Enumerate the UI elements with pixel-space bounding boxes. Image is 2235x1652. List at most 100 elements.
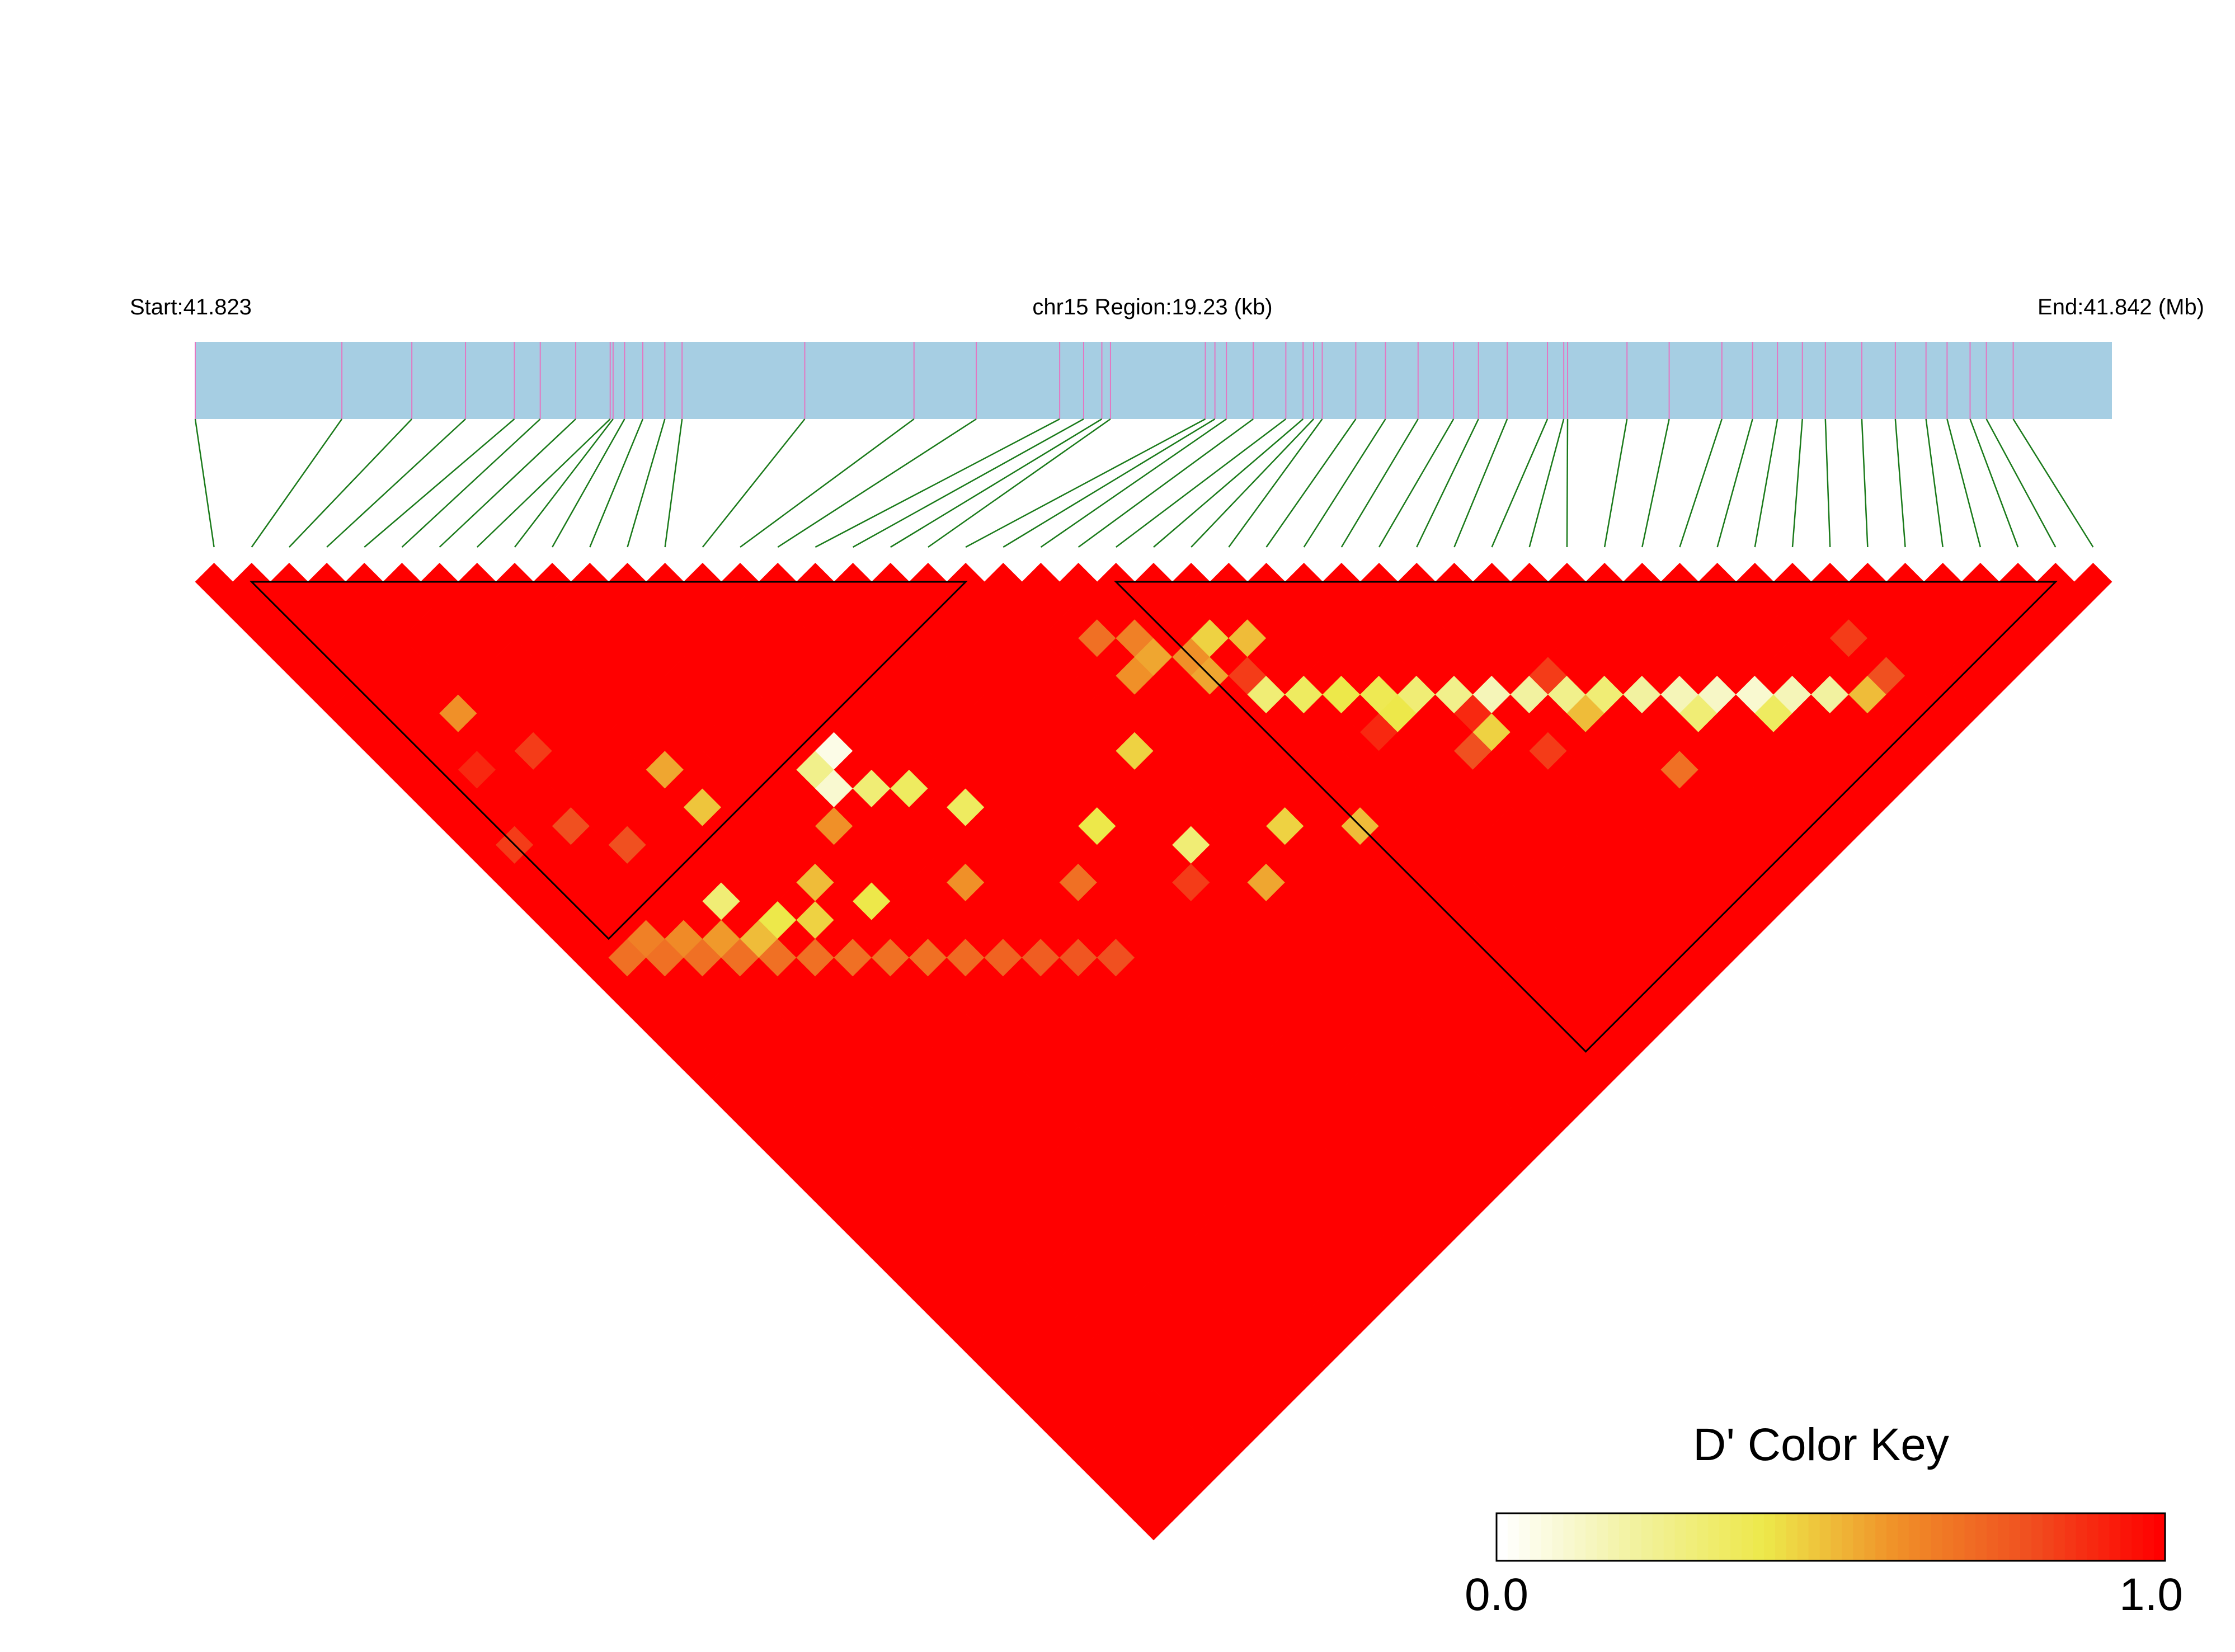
color-key-swatch [1652, 1513, 1664, 1561]
color-key-swatch [1518, 1513, 1531, 1561]
snp-connector [439, 418, 576, 548]
color-key-swatch [1541, 1513, 1553, 1561]
color-key-swatch [1819, 1513, 1832, 1561]
ld-cells [195, 562, 2112, 1541]
snp-connector [194, 418, 215, 548]
snp-connector [1969, 418, 2019, 548]
snp-connector [476, 418, 611, 548]
snp-connector [1791, 418, 1803, 548]
snp-connector-lines [194, 418, 2094, 548]
color-key-swatch [1674, 1513, 1687, 1561]
color-key-swatch [2020, 1513, 2032, 1561]
color-key-swatch [1753, 1513, 1765, 1561]
start-label: Start:41.823 [130, 295, 252, 319]
color-key-swatch [1942, 1513, 1954, 1561]
snp-connector [1265, 418, 1357, 548]
snp-connector [289, 418, 413, 548]
color-key-swatch [2087, 1513, 2099, 1561]
snp-connector [1641, 418, 1670, 548]
snp-connector [1340, 418, 1419, 548]
color-key-bar [1495, 1512, 2166, 1562]
snp-connector [1985, 418, 2057, 548]
snp-connector [740, 418, 915, 548]
snp-connector [326, 418, 466, 548]
snp-connector [1894, 418, 1906, 548]
snp-connector [2012, 418, 2094, 548]
snp-connector [1153, 418, 1304, 548]
color-key-swatch [1764, 1513, 1776, 1561]
haplotype-block [250, 581, 968, 940]
snp-connector [364, 418, 515, 548]
color-key-swatch [2076, 1513, 2088, 1561]
color-key-swatch [1686, 1513, 1698, 1561]
color-key-max-label: 1.0 [2119, 1569, 2183, 1620]
snp-connector [1679, 418, 1723, 548]
color-key-min-label: 0.0 [1465, 1569, 1528, 1620]
snp-connector [890, 418, 1103, 548]
color-key-swatch [1530, 1513, 1542, 1561]
color-key-swatch [1898, 1513, 1909, 1561]
color-key-swatch [2120, 1513, 2132, 1561]
snp-connector [965, 418, 1206, 548]
color-key-swatch [1919, 1513, 1932, 1561]
snp-connector [1003, 418, 1216, 548]
snp-connector [815, 418, 1060, 548]
snp-connector [514, 418, 614, 548]
color-key-swatch [2132, 1513, 2143, 1561]
snp-connector [1925, 418, 1944, 548]
snp-connector [1861, 418, 1869, 548]
ld-cell [2074, 562, 2112, 601]
color-key-swatch [1563, 1513, 1575, 1561]
snp-tick-marks [195, 342, 2014, 419]
color-key-swatch [1719, 1513, 1731, 1561]
color-key-swatch [1853, 1513, 1865, 1561]
snp-connector [1824, 418, 1831, 548]
haplotype-block-outlines [250, 581, 2058, 1053]
color-key-swatch [2009, 1513, 2021, 1561]
color-key-swatch [1663, 1513, 1676, 1561]
snp-connector [1040, 418, 1227, 548]
snp-connector [552, 418, 625, 548]
color-key-swatch [2098, 1513, 2110, 1561]
snp-connector [1566, 418, 1569, 548]
snp-connector [1378, 418, 1455, 548]
snp-connector [401, 418, 541, 548]
chromosome-region-bar [195, 342, 2112, 419]
color-key-swatch [1786, 1513, 1798, 1561]
color-key-swatch [1730, 1513, 1742, 1561]
color-key-swatch [1507, 1513, 1519, 1561]
color-key-swatch [1742, 1513, 1753, 1561]
color-key-swatch [1842, 1513, 1853, 1561]
color-key-swatch [1608, 1513, 1620, 1561]
color-key-swatch [1574, 1513, 1586, 1561]
snp-connector [1453, 418, 1508, 548]
color-key-swatch [1797, 1513, 1809, 1561]
color-key-swatch [1908, 1513, 1921, 1561]
snp-connector [1716, 418, 1753, 548]
color-key-swatch [1497, 1513, 1508, 1561]
snp-connector [251, 418, 343, 548]
color-key-swatch [2064, 1513, 2077, 1561]
snp-connector [1191, 418, 1314, 548]
color-key-swatch [1998, 1513, 2010, 1561]
color-key-swatch [1775, 1513, 1787, 1561]
snp-connector [1603, 418, 1628, 548]
color-key-swatch [1552, 1513, 1564, 1561]
end-label: End:41.842 (Mb) [2038, 295, 2204, 319]
color-key-swatch [1619, 1513, 1631, 1561]
color-key-swatch [2042, 1513, 2054, 1561]
color-key-swatch [1875, 1513, 1887, 1561]
color-key-swatch [1964, 1513, 1977, 1561]
color-key-swatch [1630, 1513, 1642, 1561]
color-key-swatch [1831, 1513, 1843, 1561]
color-key-swatch [1641, 1513, 1653, 1561]
color-key-swatch [1708, 1513, 1720, 1561]
color-key-swatch [1697, 1513, 1709, 1561]
snp-connector [852, 418, 1084, 548]
snp-connector [1077, 418, 1254, 548]
color-key-swatch [1864, 1513, 1876, 1561]
color-key-swatch [1975, 1513, 1987, 1561]
snp-connector [1116, 418, 1287, 548]
